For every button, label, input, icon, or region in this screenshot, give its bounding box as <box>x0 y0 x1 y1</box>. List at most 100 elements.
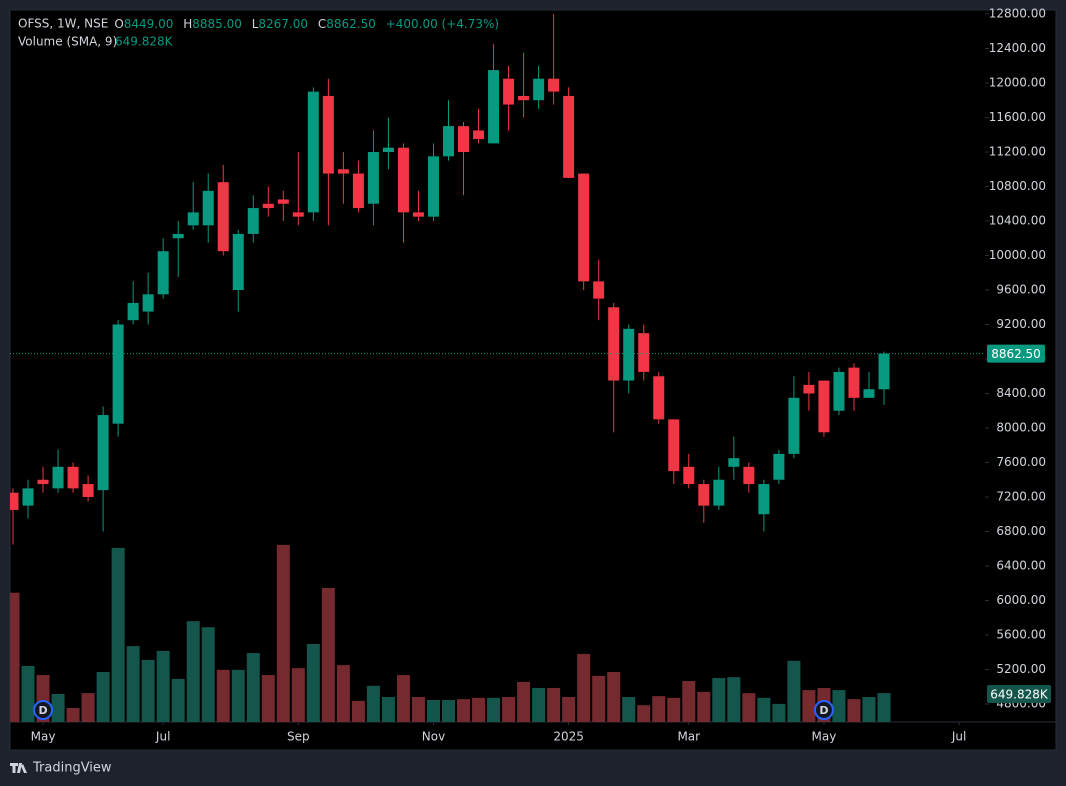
open: 8449.00 <box>124 17 174 31</box>
candle-body <box>578 173 590 282</box>
dividend-marker <box>813 700 834 720</box>
candle-body <box>548 78 560 92</box>
y-tick-label: 8000.00 <box>996 421 1046 435</box>
candle-body <box>277 199 289 204</box>
plot <box>10 14 891 722</box>
volume-tag-label: 649.828K <box>990 688 1049 702</box>
volume-bar <box>562 697 576 722</box>
candle-body <box>217 182 229 252</box>
change: +400.00 (+4.73%) <box>386 17 499 31</box>
volume-bar <box>772 703 786 722</box>
candle-body <box>518 95 530 101</box>
x-tick-label: May <box>31 730 56 744</box>
brand: TradingView <box>10 761 112 776</box>
y-tick-label: 6400.00 <box>996 559 1046 573</box>
candle-body <box>352 173 364 209</box>
candle-body <box>833 371 845 411</box>
candle-body <box>683 466 695 485</box>
volume-bar <box>81 693 95 722</box>
volume-bar <box>321 587 335 722</box>
candle-body <box>382 147 394 152</box>
y-tick-label: 9200.00 <box>996 317 1046 331</box>
volume-bar <box>742 693 756 722</box>
y-tick-label: 7600.00 <box>996 455 1046 469</box>
y-tick-label: 12800.00 <box>989 7 1046 21</box>
dividend-label: D <box>38 704 47 717</box>
candle-body <box>488 70 500 144</box>
candle-body <box>367 152 379 204</box>
volume-bar <box>396 675 410 722</box>
candle-body <box>337 169 349 174</box>
candle-body <box>427 156 439 217</box>
y-tick-label: 8400.00 <box>996 386 1046 400</box>
candle-body <box>653 376 665 420</box>
candle-body <box>563 95 575 178</box>
volume-bar <box>547 687 561 722</box>
candle-body <box>37 479 49 485</box>
volume-bar <box>381 697 395 722</box>
x-tick-label: Jul <box>951 730 966 744</box>
candle-body <box>52 466 64 489</box>
candle-body <box>698 484 710 506</box>
x-tick-label: May <box>812 730 837 744</box>
x-tick-label: Jul <box>155 730 170 744</box>
volume-bar <box>652 696 666 722</box>
candle-body <box>307 91 319 213</box>
volume-tag <box>987 685 1051 703</box>
volume-bar <box>231 669 245 722</box>
candle-body <box>172 233 184 239</box>
candle-body <box>473 130 485 140</box>
high: 8885.00 <box>192 17 242 31</box>
candle-body <box>157 251 169 295</box>
candle-body <box>788 397 800 454</box>
volume-bar <box>697 691 711 722</box>
volume-bar <box>712 678 726 722</box>
y-tick-label: 7200.00 <box>996 490 1046 504</box>
volume-bar <box>216 669 230 722</box>
volume-bar <box>622 697 636 722</box>
candle-body <box>638 333 650 372</box>
volume-bar <box>757 697 771 722</box>
volume-bar <box>682 681 696 722</box>
volume-bar <box>276 544 290 722</box>
close-prefix: C <box>318 17 326 31</box>
candle-body <box>247 208 259 234</box>
x-tick-label: Sep <box>287 730 310 744</box>
candle-body <box>533 78 545 101</box>
y-tick-label: 10800.00 <box>989 179 1046 193</box>
y-tick-label: 11200.00 <box>989 145 1046 159</box>
candle-body <box>743 466 755 485</box>
volume-bar <box>261 675 275 722</box>
candle-body <box>202 190 214 226</box>
volume-bar <box>487 697 501 722</box>
volume-title: Volume (SMA, 9) <box>18 35 117 49</box>
candle-body <box>22 488 34 506</box>
candle-body <box>232 233 244 290</box>
close: 8862.50 <box>326 17 376 31</box>
y-tick-label: 9600.00 <box>996 283 1046 297</box>
candle-body <box>848 367 860 398</box>
volume-bar <box>21 665 35 722</box>
volume-bar <box>426 700 440 722</box>
candle-body <box>443 126 454 157</box>
volume-bar <box>141 659 155 722</box>
candle-body <box>593 281 605 299</box>
volume-bar <box>246 653 260 722</box>
candle-body <box>863 389 875 398</box>
candle-body <box>818 380 830 433</box>
volume-bar <box>111 547 125 722</box>
candle-body <box>503 78 515 105</box>
volume-bar <box>472 697 486 722</box>
y-tick-label: 12400.00 <box>989 41 1046 55</box>
volume-bar <box>171 678 185 722</box>
volume-bar <box>532 687 546 722</box>
volume-bar <box>186 621 200 722</box>
candle-body <box>187 212 199 226</box>
volume-bar <box>832 690 846 722</box>
volume-bar <box>201 627 215 722</box>
volume-bar <box>802 690 816 722</box>
dividend-label: D <box>819 704 828 717</box>
open-prefix: O <box>114 17 123 31</box>
volume-bar <box>306 643 320 722</box>
last-price-tag <box>987 344 1045 363</box>
